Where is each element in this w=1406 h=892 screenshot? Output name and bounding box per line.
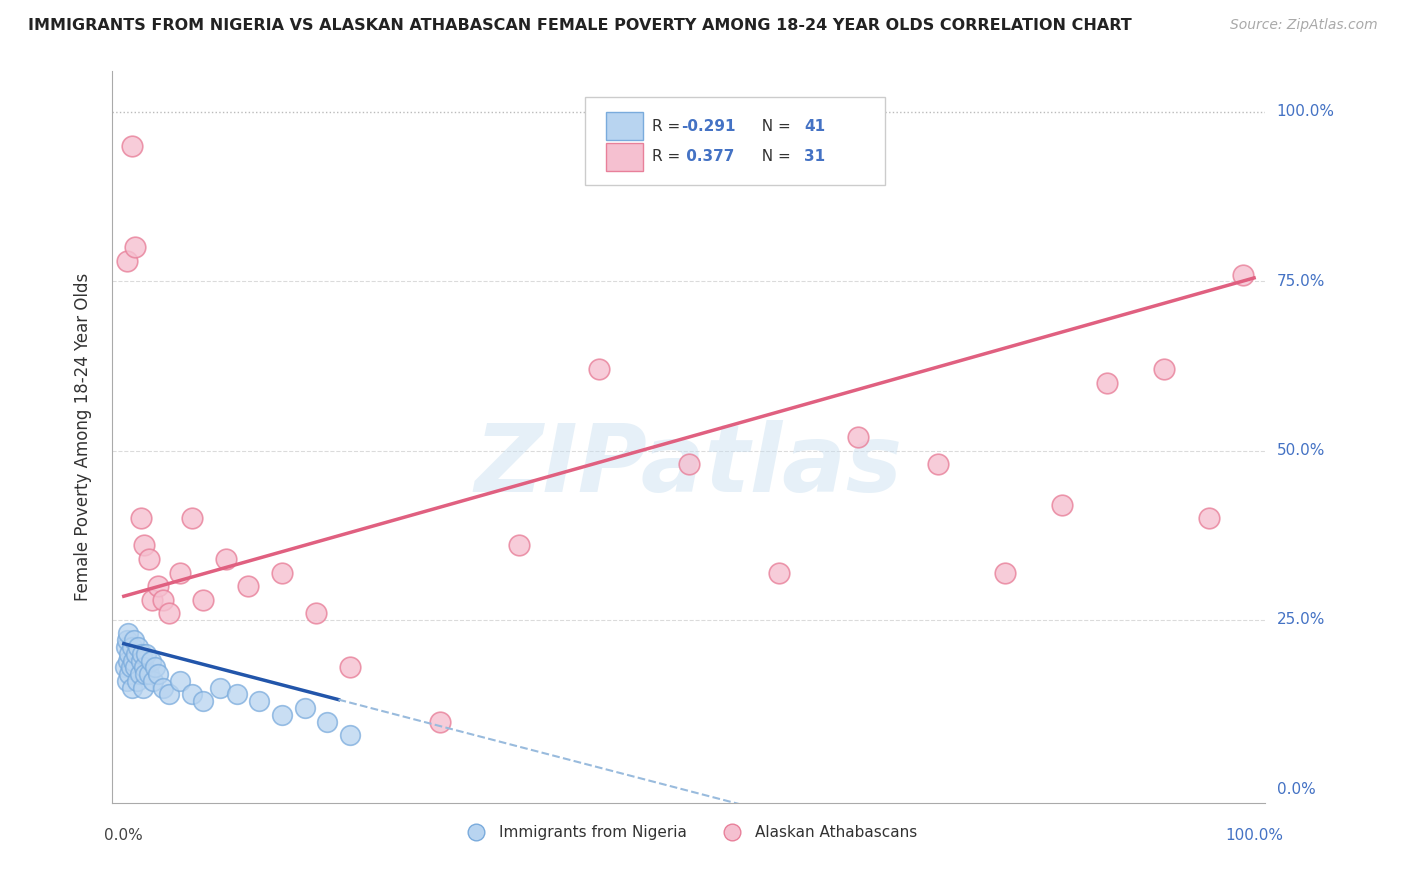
Bar xyxy=(606,143,643,171)
Point xyxy=(152,681,174,695)
Point xyxy=(429,714,451,729)
Point xyxy=(1153,362,1175,376)
FancyBboxPatch shape xyxy=(585,97,884,185)
Point xyxy=(127,640,149,654)
Point xyxy=(169,673,191,688)
Point xyxy=(157,606,180,620)
Point xyxy=(114,660,136,674)
Point xyxy=(125,647,148,661)
Point xyxy=(678,457,700,471)
Point xyxy=(152,592,174,607)
Text: 50.0%: 50.0% xyxy=(1277,443,1324,458)
Point xyxy=(214,552,236,566)
Point xyxy=(127,673,149,688)
Text: R =: R = xyxy=(652,150,685,164)
Text: 100.0%: 100.0% xyxy=(1225,828,1284,843)
Point xyxy=(142,673,165,688)
Text: -0.291: -0.291 xyxy=(681,119,735,134)
Point xyxy=(339,660,361,674)
Point xyxy=(927,457,949,471)
Point xyxy=(236,579,259,593)
Point xyxy=(1095,376,1118,390)
Y-axis label: Female Poverty Among 18-24 Year Olds: Female Poverty Among 18-24 Year Olds xyxy=(73,273,91,601)
Point xyxy=(138,667,160,681)
Point xyxy=(139,654,162,668)
Point xyxy=(124,660,146,674)
Point xyxy=(316,714,339,729)
Text: 0.377: 0.377 xyxy=(681,150,734,164)
Text: 100.0%: 100.0% xyxy=(1277,104,1334,120)
Text: 0.0%: 0.0% xyxy=(104,828,143,843)
Point xyxy=(191,694,214,708)
Point xyxy=(122,633,145,648)
Point xyxy=(180,511,202,525)
Point xyxy=(115,673,138,688)
Point xyxy=(157,688,180,702)
Point xyxy=(994,566,1017,580)
Text: 31: 31 xyxy=(804,150,825,164)
Point xyxy=(131,647,153,661)
Point xyxy=(129,654,152,668)
Point xyxy=(138,552,160,566)
Point xyxy=(208,681,231,695)
Text: IMMIGRANTS FROM NIGERIA VS ALASKAN ATHABASCAN FEMALE POVERTY AMONG 18-24 YEAR OL: IMMIGRANTS FROM NIGERIA VS ALASKAN ATHAB… xyxy=(28,18,1132,33)
Point xyxy=(120,660,142,674)
Point xyxy=(135,647,157,661)
Point xyxy=(271,566,294,580)
Point xyxy=(1232,268,1254,282)
Point xyxy=(146,579,169,593)
Point xyxy=(305,606,328,620)
Point xyxy=(134,660,156,674)
Text: Source: ZipAtlas.com: Source: ZipAtlas.com xyxy=(1230,18,1378,32)
Point xyxy=(128,667,150,681)
Point xyxy=(115,640,138,654)
Point xyxy=(294,701,316,715)
Point xyxy=(121,640,143,654)
Point xyxy=(115,254,138,268)
Text: 41: 41 xyxy=(804,119,825,134)
Point xyxy=(124,240,146,254)
Point xyxy=(225,688,247,702)
Point xyxy=(134,667,156,681)
Legend: Immigrants from Nigeria, Alaskan Athabascans: Immigrants from Nigeria, Alaskan Athabas… xyxy=(454,819,924,847)
Text: N =: N = xyxy=(752,119,796,134)
Text: 25.0%: 25.0% xyxy=(1277,613,1324,627)
Point xyxy=(132,681,155,695)
Point xyxy=(146,667,169,681)
Point xyxy=(1050,498,1073,512)
Text: 0.0%: 0.0% xyxy=(1277,781,1315,797)
Point xyxy=(118,647,141,661)
Point xyxy=(768,566,790,580)
Point xyxy=(118,667,141,681)
Point xyxy=(339,728,361,742)
Point xyxy=(115,633,138,648)
Point xyxy=(249,694,271,708)
Point xyxy=(145,660,167,674)
Point xyxy=(141,592,163,607)
Bar xyxy=(606,112,643,140)
Point xyxy=(588,362,610,376)
Point xyxy=(271,707,294,722)
Point xyxy=(180,688,202,702)
Point xyxy=(1198,511,1220,525)
Point xyxy=(117,626,139,640)
Text: N =: N = xyxy=(752,150,796,164)
Point xyxy=(169,566,191,580)
Point xyxy=(508,538,530,552)
Point xyxy=(134,538,156,552)
Point xyxy=(129,511,152,525)
Point xyxy=(121,654,143,668)
Text: R =: R = xyxy=(652,119,685,134)
Text: ZIPatlas: ZIPatlas xyxy=(475,420,903,512)
Text: 75.0%: 75.0% xyxy=(1277,274,1324,289)
Point xyxy=(121,139,143,153)
Point xyxy=(117,654,139,668)
Point xyxy=(191,592,214,607)
Point xyxy=(121,681,143,695)
Point xyxy=(848,430,870,444)
